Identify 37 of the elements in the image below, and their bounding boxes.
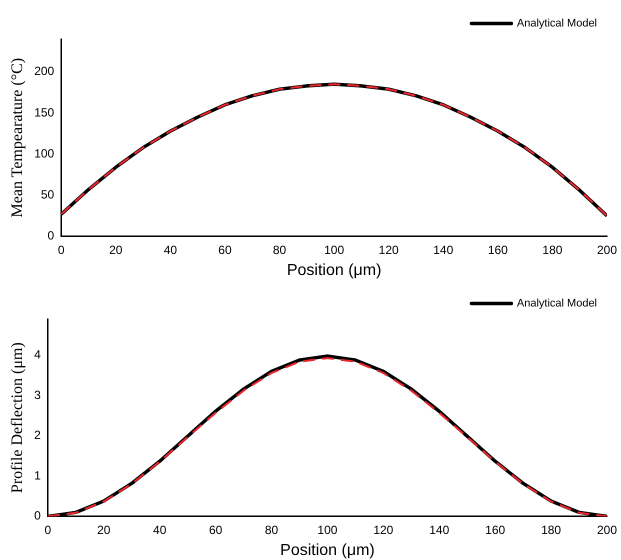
x-tick-label: 40	[164, 242, 178, 257]
y-tick-label: 0	[34, 508, 42, 523]
y-axis-title: Mean Tempearature (°C)	[8, 58, 26, 218]
y-tick-label: 2	[34, 428, 42, 442]
x-tick-label: 40	[153, 522, 167, 537]
y-tick-label: 100	[34, 146, 55, 160]
x-tick-label: 180	[542, 242, 563, 257]
x-tick-label: 20	[97, 522, 111, 537]
x-tick-label: 180	[541, 522, 562, 537]
x-tick-label: 80	[264, 522, 279, 537]
legend-label: Analytical Model	[516, 18, 597, 30]
y-tick-label: 4	[34, 348, 42, 362]
y-tick-label: 1	[34, 468, 42, 482]
x-tick-label: 80	[272, 242, 287, 257]
x-tick-label: 20	[109, 242, 123, 257]
x-tick-label: 140	[429, 522, 450, 537]
y-tick-label: 3	[34, 388, 42, 402]
x-axis-title: Position (μm)	[280, 542, 375, 559]
x-tick-label: 120	[373, 522, 394, 537]
x-tick-label: 100	[324, 242, 344, 257]
x-tick-label: 120	[378, 242, 400, 257]
y-tick-label: 150	[34, 105, 55, 120]
x-tick-label: 100	[317, 522, 338, 537]
x-tick-label: 140	[433, 242, 454, 257]
x-tick-label: 160	[488, 242, 508, 257]
y-axis-title: Profile Deflection (μm)	[8, 342, 26, 494]
x-axis-title: Position (μm)	[286, 262, 382, 279]
x-tick-label: 60	[208, 522, 223, 537]
x-tick-label: 0	[58, 242, 65, 257]
legend-label: Analytical Model	[516, 298, 597, 310]
x-tick-label: 200	[596, 242, 618, 257]
y-tick-label: 50	[40, 188, 55, 202]
y-tick-label: 0	[48, 228, 55, 243]
y-tick-label: 200	[34, 64, 55, 78]
x-tick-label: 200	[596, 522, 618, 537]
x-tick-label: 160	[485, 522, 506, 537]
x-tick-label: 60	[218, 242, 232, 257]
